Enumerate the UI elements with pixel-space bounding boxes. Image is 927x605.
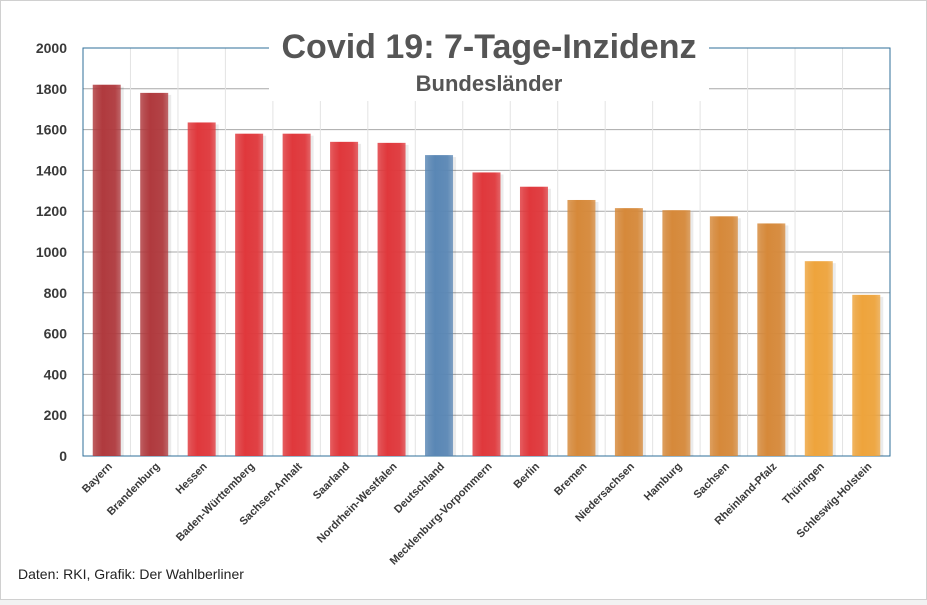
bar-hessen	[187, 122, 216, 457]
y-tick-label: 1600	[36, 122, 67, 138]
y-tick-label: 1400	[36, 162, 67, 178]
bar-deutschland	[425, 155, 454, 456]
bar-bayern	[92, 84, 121, 456]
bar-sachsen-anhalt	[282, 133, 311, 456]
chart-title: Covid 19: 7-Tage-Inzidenz	[269, 27, 709, 67]
x-tick-label: Nordrhein-Westfalen	[315, 460, 400, 545]
y-tick-label: 2000	[36, 40, 67, 56]
bar-hamburg	[662, 210, 691, 456]
source-note: Daten: RKI, Grafik: Der Wahlberliner	[18, 566, 244, 582]
bar-berlin	[519, 186, 548, 456]
x-tick-label: Hessen	[174, 460, 210, 496]
y-tick-label: 1800	[36, 81, 67, 97]
bar-saarland	[330, 141, 359, 456]
x-tick-label: Berlin	[512, 460, 543, 491]
bar-rheinland-pfalz	[757, 223, 786, 456]
x-tick-label: Sachsen	[691, 460, 732, 501]
y-tick-label: 1000	[36, 244, 67, 260]
x-tick-label: Baden-Württemberg	[174, 461, 257, 544]
x-tick-label: Hamburg	[642, 461, 685, 504]
x-tick-label: Mecklenburg-Vorpommern	[388, 460, 495, 567]
bar-niedersachsen	[614, 208, 643, 456]
y-tick-label: 800	[44, 285, 68, 301]
y-tick-label: 1200	[36, 203, 67, 219]
x-tick-label: Thüringen	[780, 460, 827, 507]
bar-th-ringen	[804, 261, 833, 456]
x-tick-label: Saarland	[311, 461, 352, 502]
bar-bremen	[567, 199, 596, 457]
x-tick-label: Bayern	[80, 460, 115, 495]
x-tick-label: Bremen	[552, 460, 590, 498]
bar-baden-w-rttemberg	[235, 133, 264, 456]
bar-mecklenburg-vorpommern	[472, 172, 501, 456]
y-tick-label: 0	[59, 448, 67, 464]
chart-subtitle: Bundesländer	[269, 67, 709, 101]
y-tick-label: 400	[44, 366, 68, 382]
bar-schleswig-holstein	[852, 294, 881, 456]
bar-nordrhein-westfalen	[377, 142, 406, 457]
bar-brandenburg	[140, 92, 169, 456]
y-tick-label: 600	[44, 326, 68, 342]
y-tick-label: 200	[44, 407, 68, 423]
bar-sachsen	[709, 216, 738, 456]
